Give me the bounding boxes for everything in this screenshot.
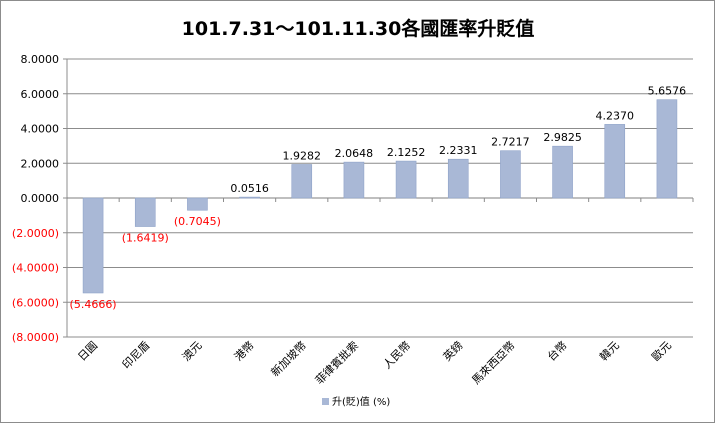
y-tick-label: 2.0000 [21,157,60,170]
legend-swatch [322,398,329,405]
x-tick-label: 馬來西亞幣 [469,339,517,387]
data-label: (5.4666) [70,298,117,311]
x-tick-label: 印尼盾 [120,339,153,372]
data-label: 4.2370 [596,109,635,122]
chart-title: 101.7.31～101.11.30各國匯率升貶值 [182,17,535,40]
bar [552,145,573,199]
bar [134,197,156,227]
x-tick-label: 人民幣 [381,339,414,372]
x-tick-label: 新加坡幣 [268,338,309,379]
y-tick-label: (8.0000) [12,331,59,344]
legend-label: 升(貶)值 (%) [332,395,390,408]
bar [82,197,104,294]
bar [291,164,313,199]
legend: 升(貶)值 (%) [322,395,390,408]
x-tick-label: 韓元 [597,339,622,364]
y-tick-label: (4.0000) [12,262,59,275]
bars [82,99,678,294]
y-tick-label: (2.0000) [12,227,59,240]
x-axis-ticks: 日圓 印尼盾 澳元 港幣 新加坡幣 菲律賓批索 人民幣 英鎊 馬來西亞幣 台幣 韓元 歐元 [75,198,694,387]
bar [500,150,521,199]
data-label: 2.2331 [439,144,478,157]
x-tick-label: 台幣 [544,338,569,363]
bar [239,196,260,199]
y-axis-ticks: 8.0000 6.0000 4.0000 2.0000 0.0000 (2.0000) (4… [12,53,59,344]
bar [447,158,469,199]
x-tick-label: 日圓 [75,339,100,364]
y-tick-label: 8.0000 [21,53,60,66]
data-label: 2.1252 [387,146,426,159]
data-label: 2.7217 [491,136,530,149]
y-tick-label: (6.0000) [12,296,59,309]
data-label: (1.6419) [122,232,169,245]
data-label: 5.6576 [648,85,687,98]
data-label: 1.9282 [283,149,322,162]
x-tick-label: 英鎊 [440,338,465,363]
y-tick-label: 4.0000 [21,123,60,136]
data-label: 0.0516 [230,182,269,195]
data-labels: (5.4666) (1.6419) (0.7045) 0.0516 1.9282 2.06… [70,85,687,311]
bar [395,160,417,199]
bar [187,197,208,211]
bar [604,124,626,199]
gridlines [63,58,693,338]
x-tick-label: 澳元 [180,339,205,364]
data-label: (0.7045) [174,215,221,228]
bar [656,99,678,199]
y-tick-label: 0.0000 [21,192,60,205]
y-tick-label: 6.0000 [21,88,60,101]
x-tick-label: 歐元 [649,338,674,363]
bar [343,161,365,199]
data-label: 2.9825 [543,131,582,144]
x-tick-label: 港幣 [232,339,257,364]
data-label: 2.0648 [335,147,374,160]
x-tick-label: 菲律賓批索 [312,338,361,387]
